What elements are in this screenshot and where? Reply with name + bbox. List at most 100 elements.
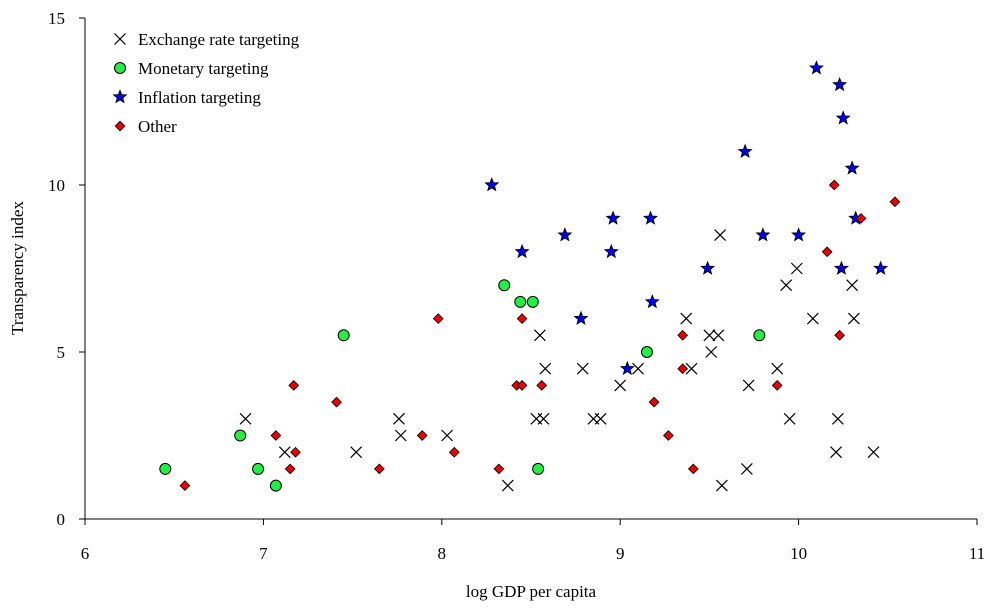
- data-point-diamond: [889, 196, 901, 208]
- data-point-circle: [269, 479, 282, 492]
- data-point-diamond: [648, 396, 660, 408]
- legend-marker-diamond: [114, 120, 126, 132]
- data-point-circle: [532, 462, 545, 475]
- data-point-x: [705, 346, 718, 358]
- y-tick-label: 10: [48, 176, 65, 195]
- data-point-diamond: [448, 446, 460, 458]
- data-point-x: [830, 446, 842, 459]
- data-point-diamond: [677, 329, 689, 341]
- legend-label: Exchange rate targeting: [138, 30, 300, 49]
- series-circle: [159, 279, 766, 492]
- data-point-x: [441, 429, 454, 442]
- data-point-diamond: [536, 380, 548, 391]
- data-point-x: [783, 412, 796, 425]
- legend-item: Other: [114, 117, 177, 136]
- tick-labels: 6 7 8 9 10 11 0 5 10 15: [48, 9, 985, 563]
- data-point-star: [484, 177, 500, 192]
- data-point-diamond: [284, 463, 296, 475]
- data-point-x: [576, 362, 589, 375]
- y-tick-label: 0: [57, 510, 66, 529]
- data-point-star: [644, 293, 660, 309]
- data-point-diamond: [288, 380, 300, 391]
- data-point-x: [350, 446, 363, 459]
- legend-marker-circle: [114, 62, 126, 74]
- data-point-star: [642, 210, 659, 225]
- series-x: [239, 229, 880, 492]
- data-point-diamond: [828, 179, 840, 191]
- series-star: [484, 60, 889, 376]
- y-tick-label: 5: [57, 343, 66, 362]
- data-point-circle: [514, 295, 527, 308]
- x-tick-label: 10: [790, 544, 807, 563]
- y-tick-label: 15: [48, 9, 65, 28]
- data-point-x: [806, 312, 819, 325]
- data-point-star: [808, 60, 824, 75]
- data-point-circle: [337, 329, 350, 342]
- legend-item: Monetary targeting: [114, 59, 269, 78]
- data-point-circle: [753, 329, 766, 342]
- data-point-diamond: [516, 380, 528, 391]
- data-point-x: [685, 362, 698, 375]
- data-point-x: [703, 329, 716, 342]
- x-axis-title: log GDP per capita: [466, 582, 597, 601]
- data-point-star: [573, 310, 589, 326]
- data-point-x: [780, 279, 793, 292]
- series-diamond: [179, 179, 901, 491]
- data-point-diamond: [416, 430, 428, 441]
- data-point-star: [514, 243, 530, 259]
- legend-marker-x: [114, 33, 126, 45]
- data-point-diamond: [493, 463, 505, 475]
- data-point-star: [737, 143, 753, 159]
- data-point-x: [790, 262, 803, 275]
- data-point-diamond: [771, 380, 783, 391]
- data-point-diamond: [687, 463, 699, 475]
- data-point-diamond: [290, 446, 301, 458]
- data-point-diamond: [179, 480, 191, 491]
- data-point-x: [847, 312, 860, 325]
- data-point-diamond: [821, 246, 833, 258]
- data-point-x: [715, 479, 728, 492]
- data-point-x: [394, 429, 407, 442]
- data-point-x: [393, 412, 405, 425]
- data-point-x: [740, 462, 753, 475]
- data-point-x: [742, 379, 755, 392]
- data-point-diamond: [331, 396, 342, 408]
- data-point-star: [833, 260, 849, 275]
- data-point-circle: [252, 462, 265, 475]
- data-point-diamond: [373, 463, 385, 475]
- data-point-x: [831, 412, 844, 425]
- legend-label: Inflation targeting: [138, 88, 261, 107]
- data-point-star: [700, 260, 716, 275]
- data-point-star: [605, 210, 621, 225]
- data-point-x: [537, 412, 550, 425]
- x-tick-label: 9: [616, 544, 625, 563]
- data-point-circle: [234, 429, 247, 442]
- data-point-x: [501, 479, 514, 492]
- data-point-x: [632, 362, 644, 375]
- data-point-x: [539, 362, 552, 375]
- legend-label: Other: [138, 117, 177, 136]
- data-point-x: [239, 412, 252, 425]
- x-tick-label: 7: [259, 544, 268, 563]
- data-point-x: [714, 229, 727, 242]
- x-tick-label: 6: [81, 544, 90, 563]
- axes: [79, 17, 978, 525]
- x-tick-label: 8: [438, 544, 447, 563]
- data-point-circle: [498, 279, 511, 292]
- data-point-x: [712, 329, 725, 342]
- data-point-diamond: [432, 313, 444, 324]
- data-point-x: [867, 446, 880, 459]
- legend-item: Exchange rate targeting: [114, 30, 300, 49]
- data-point-star: [791, 227, 807, 242]
- data-point-star: [832, 76, 848, 92]
- data-point-diamond: [663, 430, 674, 441]
- data-point-star: [557, 227, 573, 242]
- data-point-star: [603, 243, 619, 259]
- data-point-x: [594, 412, 607, 425]
- data-point-star: [873, 260, 889, 275]
- data-point-star: [755, 227, 771, 242]
- data-point-circle: [159, 462, 172, 475]
- data-point-star: [835, 110, 851, 125]
